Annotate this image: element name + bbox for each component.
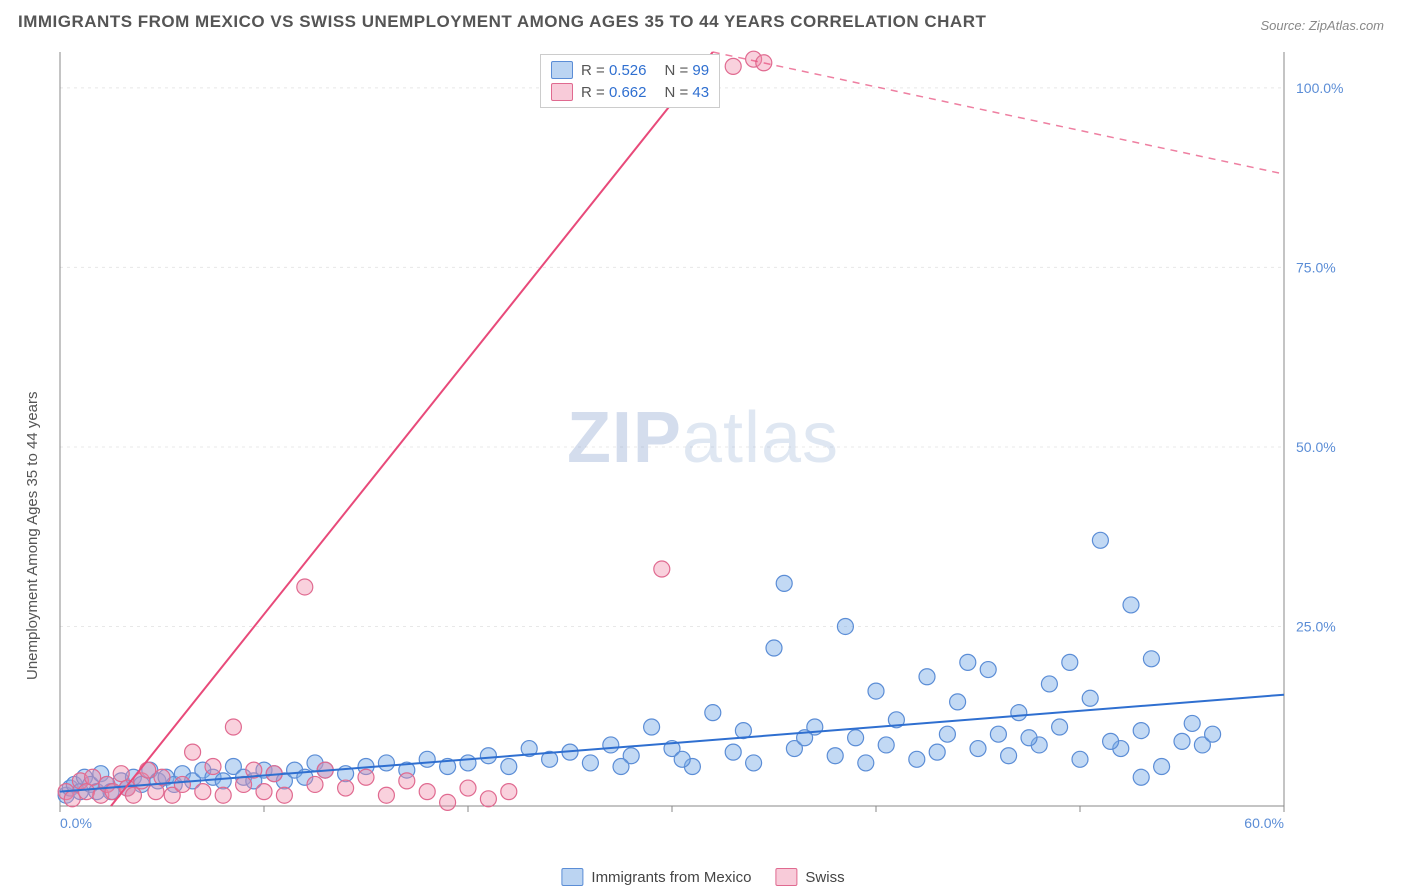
source-label: Source: ZipAtlas.com	[1260, 18, 1384, 33]
svg-text:100.0%: 100.0%	[1296, 80, 1343, 96]
swatch-icon	[551, 83, 573, 101]
legend-item-mexico: Immigrants from Mexico	[561, 868, 751, 886]
chart-title: IMMIGRANTS FROM MEXICO VS SWISS UNEMPLOY…	[18, 12, 986, 32]
chart-area: 25.0% 50.0% 75.0% 100.0% 0.0% 60.0%	[54, 46, 1344, 836]
stats-row: R = 0.526N = 99	[551, 59, 709, 81]
legend-label: Swiss	[805, 869, 844, 886]
legend-item-swiss: Swiss	[775, 868, 844, 886]
svg-text:60.0%: 60.0%	[1244, 815, 1284, 831]
stats-legend: R = 0.526N = 99 R = 0.662N = 43	[540, 54, 720, 108]
scatter-chart: 25.0% 50.0% 75.0% 100.0% 0.0% 60.0%	[54, 46, 1344, 836]
svg-text:75.0%: 75.0%	[1296, 259, 1336, 275]
y-axis-label: Unemployment Among Ages 35 to 44 years	[24, 391, 41, 680]
series-legend: Immigrants from Mexico Swiss	[561, 868, 844, 886]
svg-text:50.0%: 50.0%	[1296, 439, 1336, 455]
svg-text:0.0%: 0.0%	[60, 815, 92, 831]
stats-text: R = 0.526N = 99	[581, 62, 709, 79]
swatch-icon	[551, 61, 573, 79]
stats-text: R = 0.662N = 43	[581, 84, 709, 101]
stats-row: R = 0.662N = 43	[551, 81, 709, 103]
svg-text:25.0%: 25.0%	[1296, 618, 1336, 634]
swatch-icon	[561, 868, 583, 886]
legend-label: Immigrants from Mexico	[591, 869, 751, 886]
swatch-icon	[775, 868, 797, 886]
